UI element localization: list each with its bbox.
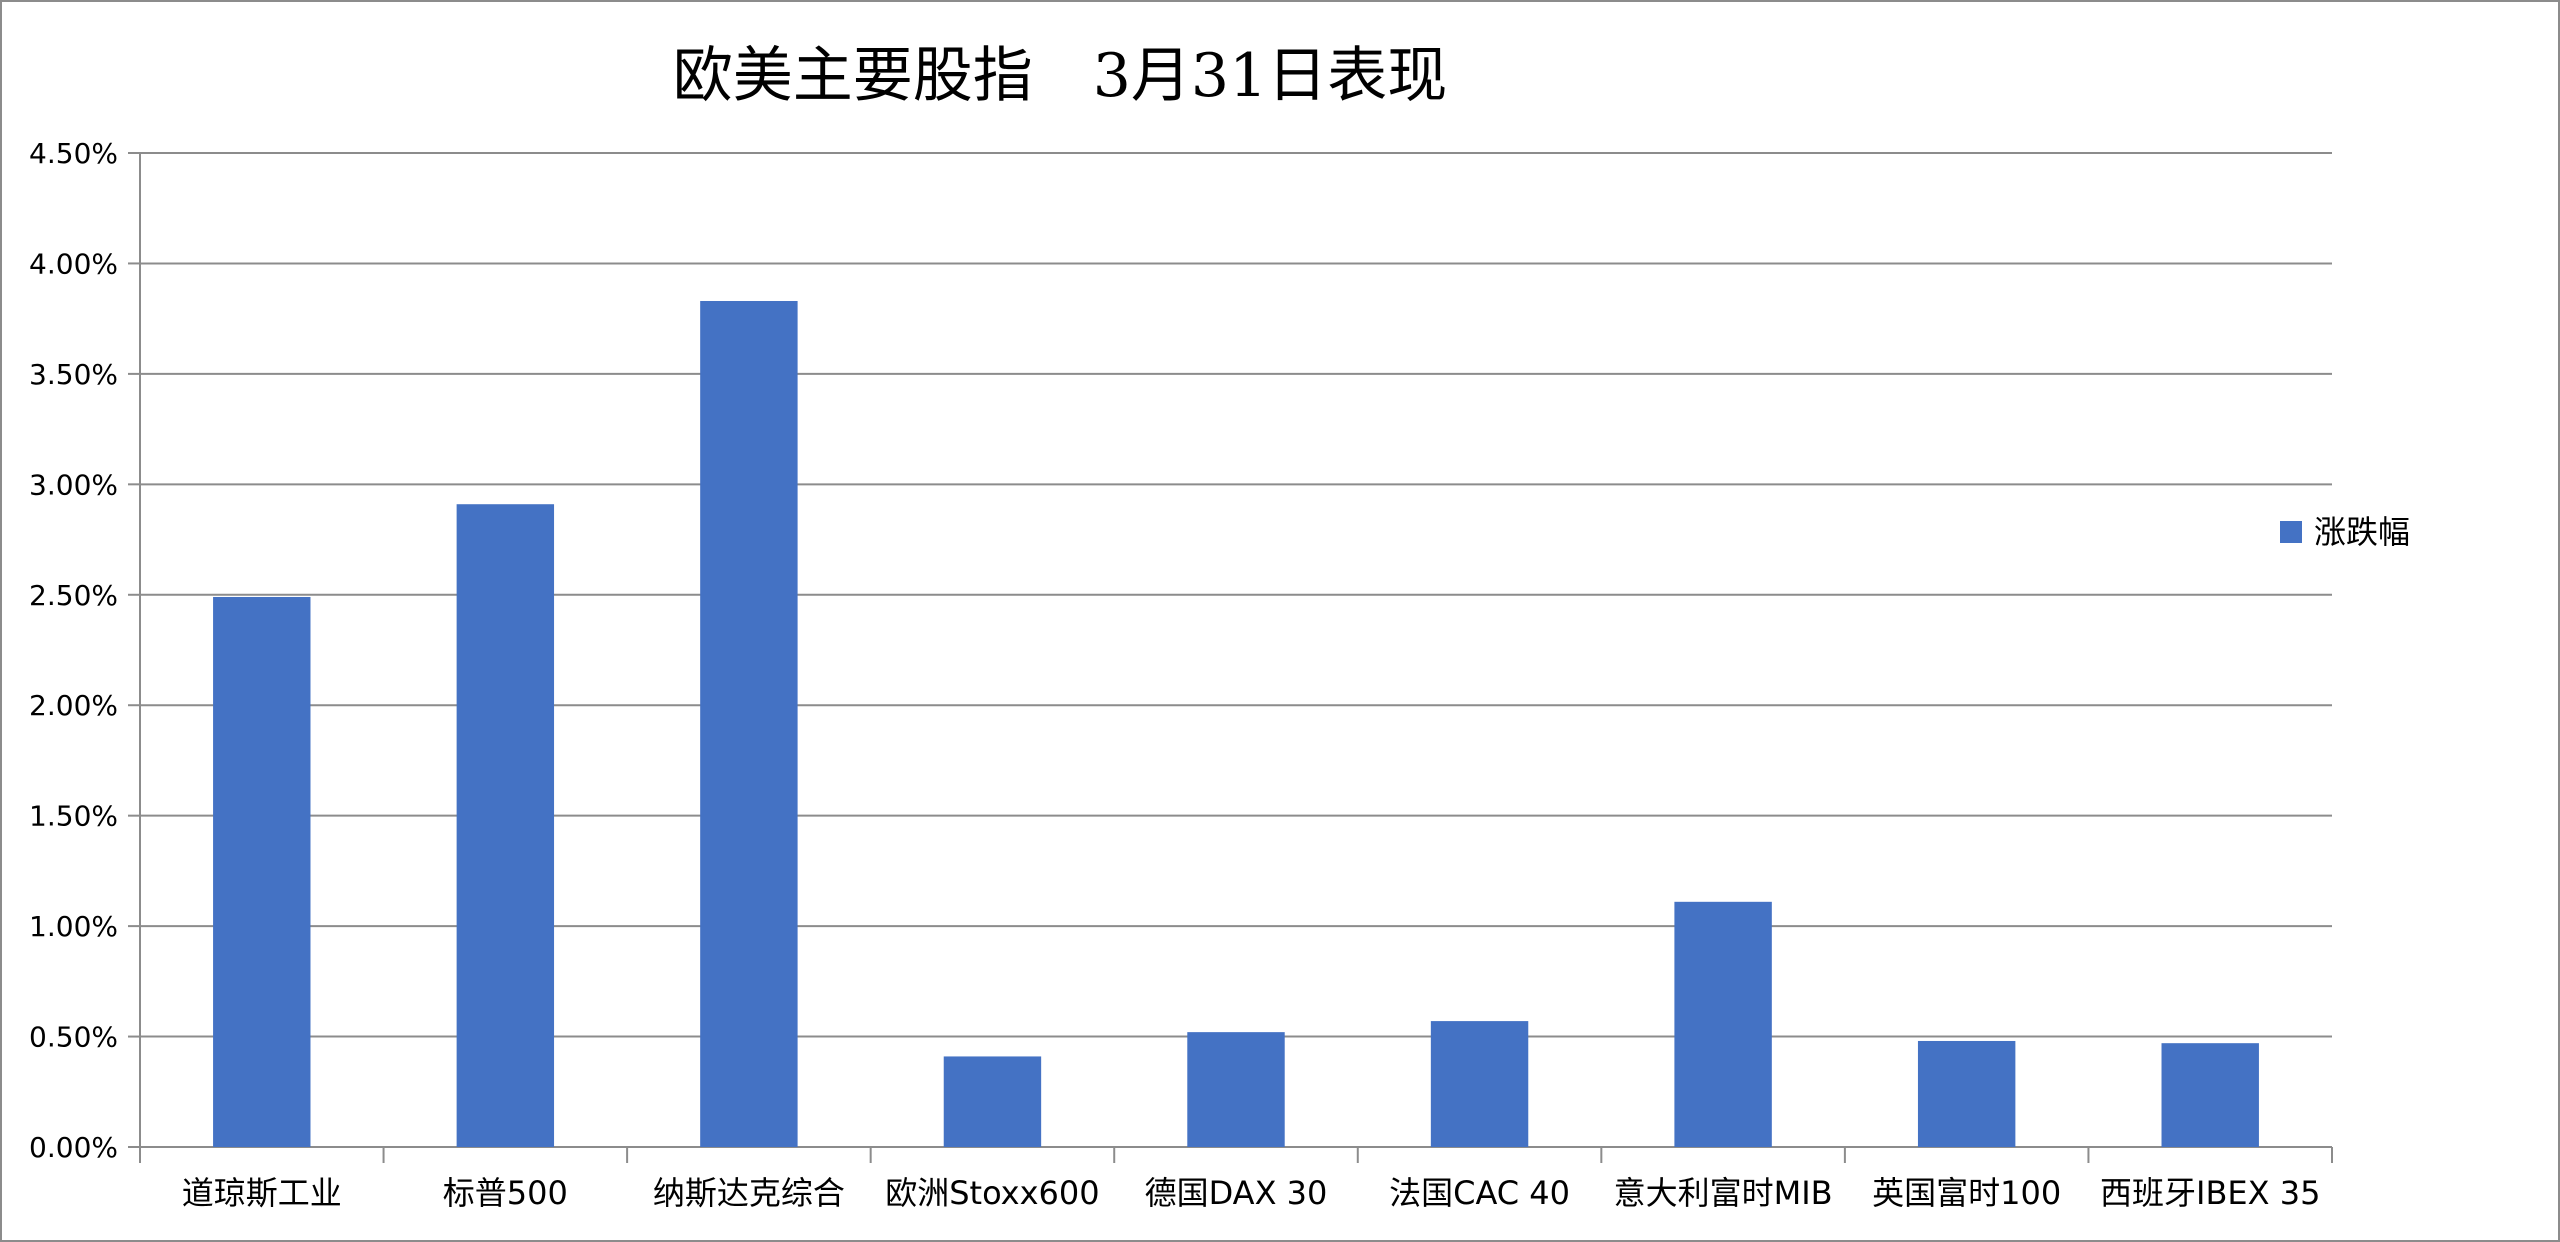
y-tick-label: 3.50% [29,358,118,391]
bar [2161,1043,2259,1147]
x-category-label: 法国CAC 40 [1389,1174,1570,1212]
x-category-labels: 道琼斯工业 标普500 纳斯达克综合 欧洲Stoxx600 德国DAX 30 法国CAC … [182,1174,2321,1212]
bar [213,596,311,1147]
bar [700,300,798,1147]
x-category-label: 欧洲Stoxx600 [885,1174,1099,1212]
bar [1430,1021,1529,1147]
y-tick-label: 1.50% [29,800,118,833]
legend-label: 涨跌幅 [2314,513,2410,551]
y-tick-label: 0.00% [29,1131,118,1164]
legend: 涨跌幅 [2280,513,2410,551]
y-tick-label: 2.50% [29,579,118,612]
y-tick-label: 4.00% [29,247,118,280]
y-tick-label: 4.50% [29,137,118,170]
legend-swatch [2280,521,2302,543]
y-tick-label: 2.00% [29,689,118,722]
y-tick-label: 1.00% [29,910,118,943]
x-category-label: 德国DAX 30 [1145,1174,1328,1212]
bar [943,1056,1042,1147]
y-tick-labels: 0.00% 0.50% 1.00% 1.50% 2.00% 2.50% 3.00% 3.50%… [29,137,118,1164]
y-tick-label: 0.50% [29,1021,118,1054]
x-category-label: 道琼斯工业 [182,1174,342,1212]
bars [213,300,2259,1147]
x-category-label: 标普500 [443,1174,568,1212]
bar [1187,1032,1285,1147]
x-category-label: 意大利富时MIB [1614,1174,1833,1212]
x-category-label: 西班牙IBEX 35 [2100,1174,2320,1212]
bar [1917,1040,2016,1147]
x-category-label: 英国富时100 [1872,1174,2061,1212]
bar [456,504,555,1147]
chart-title: 欧美主要股指 3月31日表现 [673,41,1448,111]
x-category-label: 纳斯达克综合 [653,1174,845,1212]
y-tick-label: 3.00% [29,468,118,501]
bar [1674,901,1772,1147]
